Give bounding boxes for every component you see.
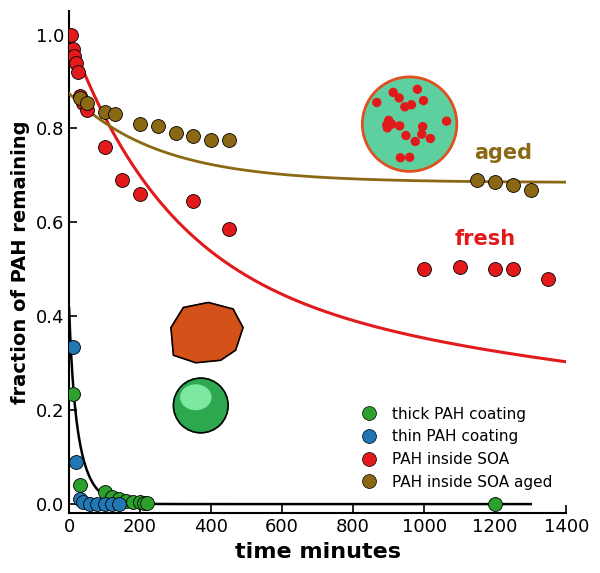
Text: fresh: fresh [454, 229, 515, 249]
Ellipse shape [173, 378, 228, 433]
Polygon shape [171, 303, 243, 363]
Ellipse shape [383, 124, 391, 132]
Point [68, 44, 77, 53]
Point [526, 185, 535, 194]
Point [114, 495, 124, 504]
Ellipse shape [373, 99, 381, 107]
Point [75, 93, 85, 103]
Point [70, 51, 79, 60]
Point [490, 178, 500, 187]
Point [153, 121, 163, 131]
Ellipse shape [362, 77, 457, 171]
Point [121, 496, 131, 505]
Point [66, 30, 76, 39]
Ellipse shape [419, 97, 427, 105]
Point [114, 500, 124, 509]
Legend: thick PAH coating, thin PAH coating, PAH inside SOA, PAH inside SOA aged: thick PAH coating, thin PAH coating, PAH… [348, 401, 559, 496]
Point [107, 492, 116, 501]
Point [142, 498, 152, 507]
Ellipse shape [388, 120, 395, 128]
Point [71, 457, 81, 466]
Ellipse shape [427, 135, 434, 143]
Ellipse shape [418, 130, 426, 138]
Ellipse shape [389, 88, 397, 96]
Point [224, 136, 233, 145]
Point [135, 497, 145, 507]
Point [110, 110, 120, 119]
Ellipse shape [443, 117, 451, 125]
Point [473, 175, 482, 185]
Ellipse shape [407, 101, 415, 109]
Point [86, 500, 95, 509]
Ellipse shape [383, 121, 391, 129]
Text: aged: aged [474, 143, 532, 163]
Point [490, 265, 500, 274]
Ellipse shape [406, 154, 413, 161]
Point [419, 265, 429, 274]
Point [100, 500, 109, 509]
Point [455, 262, 464, 272]
Point [508, 265, 518, 274]
Ellipse shape [397, 154, 404, 162]
Point [100, 143, 109, 152]
Ellipse shape [402, 132, 410, 139]
Point [188, 131, 198, 140]
Ellipse shape [401, 103, 409, 111]
Ellipse shape [411, 138, 419, 146]
Point [75, 495, 85, 504]
Ellipse shape [419, 123, 427, 131]
Ellipse shape [395, 94, 403, 102]
Point [79, 98, 88, 107]
Point [128, 497, 138, 507]
Point [171, 128, 181, 138]
Point [139, 498, 148, 507]
Point [490, 500, 500, 509]
Ellipse shape [181, 385, 211, 410]
Point [508, 180, 518, 190]
Ellipse shape [396, 122, 404, 130]
Point [224, 225, 233, 234]
Point [75, 481, 85, 490]
Point [100, 488, 109, 497]
Point [82, 105, 92, 114]
Point [544, 274, 553, 283]
Point [73, 68, 83, 77]
Point [75, 91, 85, 100]
Ellipse shape [385, 116, 392, 124]
Point [92, 500, 102, 509]
Ellipse shape [413, 85, 421, 93]
Point [188, 197, 198, 206]
Point [206, 136, 216, 145]
Point [118, 175, 127, 185]
Point [68, 342, 77, 351]
Y-axis label: fraction of PAH remaining: fraction of PAH remaining [11, 120, 30, 404]
X-axis label: time minutes: time minutes [235, 542, 401, 562]
Point [71, 58, 81, 68]
Point [135, 190, 145, 199]
Point [107, 500, 116, 509]
Point [82, 98, 92, 107]
Point [79, 497, 88, 507]
Point [68, 389, 77, 398]
Point [135, 119, 145, 128]
Point [100, 108, 109, 117]
